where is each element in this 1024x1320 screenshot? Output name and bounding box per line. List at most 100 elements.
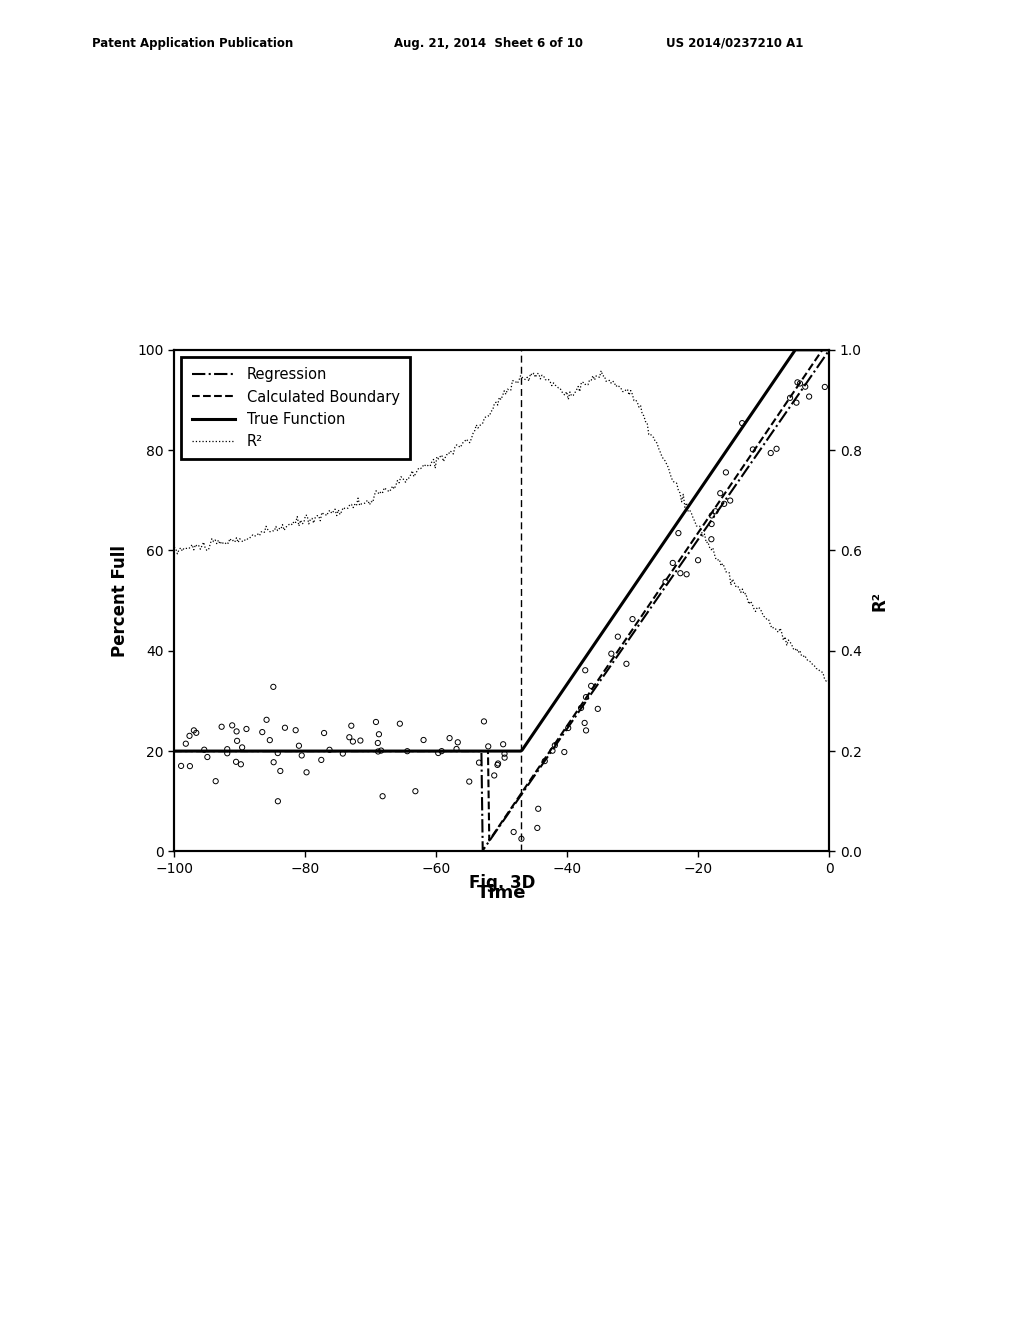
Point <box>603 643 620 664</box>
Text: US 2014/0237210 A1: US 2014/0237210 A1 <box>666 37 803 50</box>
Point <box>486 764 503 785</box>
Point <box>370 741 386 762</box>
Point <box>450 731 466 752</box>
Point <box>345 731 361 752</box>
Point <box>690 549 707 570</box>
Point <box>708 500 724 521</box>
Point <box>341 727 357 748</box>
Point <box>734 413 751 434</box>
Point <box>313 750 330 771</box>
Point <box>545 741 561 762</box>
Point <box>801 385 817 407</box>
Point <box>625 609 641 630</box>
Point <box>239 718 255 739</box>
Point <box>213 717 229 738</box>
Point <box>373 741 389 762</box>
Point <box>590 698 606 719</box>
Point <box>768 438 784 459</box>
Point <box>288 719 304 741</box>
Point <box>298 762 314 783</box>
Point <box>181 725 198 746</box>
Point <box>352 730 369 751</box>
Y-axis label: Percent Full: Percent Full <box>111 545 129 656</box>
Point <box>265 676 282 697</box>
Point <box>294 744 310 766</box>
Point <box>703 504 720 525</box>
Point <box>530 799 547 820</box>
Point <box>276 717 293 738</box>
Point <box>577 713 593 734</box>
Point <box>665 552 681 573</box>
Point <box>229 730 246 751</box>
Point <box>233 737 250 758</box>
Point <box>716 494 732 515</box>
Point <box>272 760 289 781</box>
Point <box>547 735 563 756</box>
Point <box>265 751 282 772</box>
Point <box>368 711 384 733</box>
Point <box>232 754 249 775</box>
Point <box>703 529 720 550</box>
Point <box>208 771 224 792</box>
Point <box>416 730 432 751</box>
Point <box>370 733 386 754</box>
Point <box>495 734 511 755</box>
Point <box>433 741 450 762</box>
Point <box>408 780 424 801</box>
Point <box>763 442 779 463</box>
Point <box>578 660 594 681</box>
Point <box>177 733 194 754</box>
Point <box>200 746 216 767</box>
Point <box>461 771 477 792</box>
Point <box>572 697 589 718</box>
Point <box>185 719 202 741</box>
Point <box>489 752 506 774</box>
Point <box>449 738 465 759</box>
Point <box>371 723 387 744</box>
Text: Fig. 3D: Fig. 3D <box>469 874 535 892</box>
Point <box>782 387 799 408</box>
Legend: Regression, Calculated Boundary, True Function, R²: Regression, Calculated Boundary, True Fu… <box>181 358 411 459</box>
Y-axis label: R²: R² <box>870 590 888 611</box>
Point <box>703 513 720 535</box>
Point <box>670 523 686 544</box>
Point <box>391 713 408 734</box>
Point <box>375 785 391 807</box>
Point <box>228 721 245 742</box>
Point <box>672 562 688 583</box>
Point <box>343 715 359 737</box>
Point <box>609 626 626 647</box>
Point <box>489 754 506 775</box>
Point <box>790 372 806 393</box>
Point <box>529 817 546 838</box>
Point <box>816 376 833 397</box>
Point <box>291 735 307 756</box>
Point <box>181 755 198 776</box>
Point <box>188 722 205 743</box>
Point <box>712 483 728 504</box>
Point <box>657 572 674 593</box>
Point <box>560 718 577 739</box>
Point <box>254 722 270 743</box>
X-axis label: Time: Time <box>477 884 526 902</box>
Point <box>537 751 553 772</box>
Point <box>797 376 813 397</box>
Point <box>578 719 594 741</box>
Point <box>744 438 761 459</box>
Point <box>196 739 212 760</box>
Point <box>335 743 351 764</box>
Point <box>471 752 487 774</box>
Point <box>224 715 241 737</box>
Point <box>722 490 738 511</box>
Point <box>506 821 522 842</box>
Point <box>258 709 274 730</box>
Point <box>556 742 572 763</box>
Point <box>497 743 513 764</box>
Point <box>679 564 695 585</box>
Point <box>618 653 635 675</box>
Point <box>228 751 245 772</box>
Point <box>480 735 497 756</box>
Point <box>497 747 513 768</box>
Point <box>476 711 493 733</box>
Point <box>441 727 458 748</box>
